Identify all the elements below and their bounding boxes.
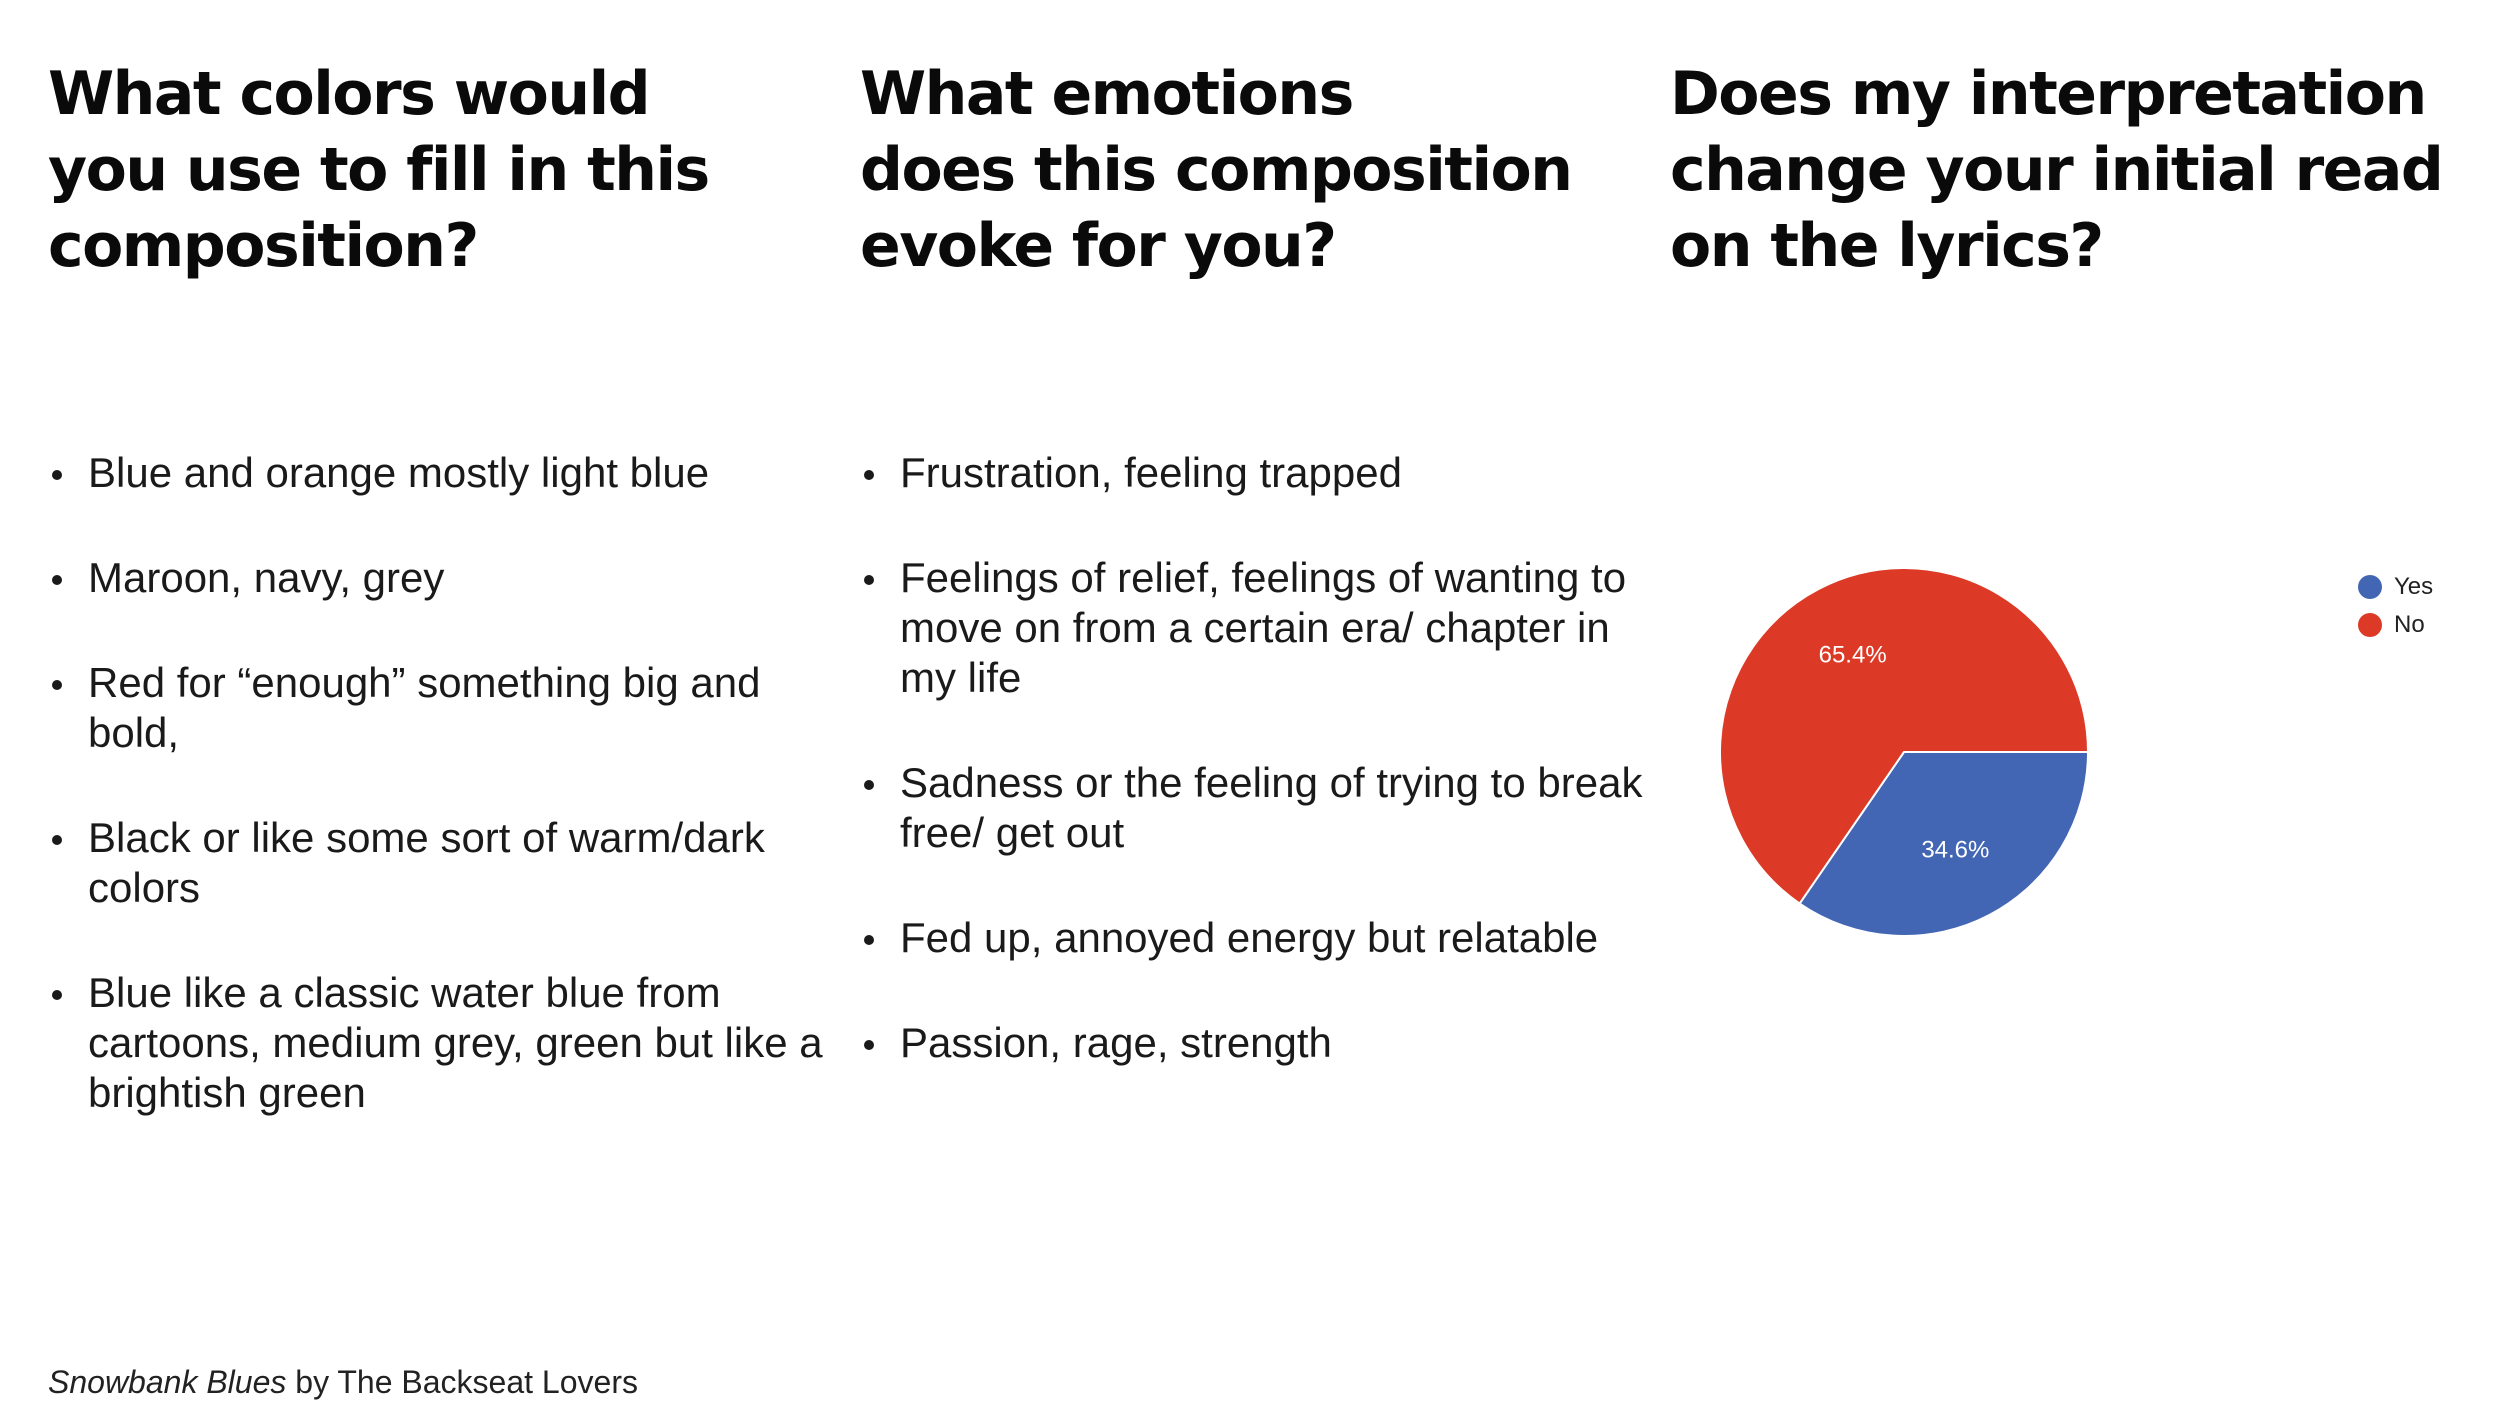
list-item-text: Blue and orange mostly light blue	[88, 449, 710, 496]
list-item-text: Frustration, feeling trapped	[900, 449, 1402, 496]
list-item-text: Blue like a classic water blue from cart…	[88, 969, 823, 1116]
list-item: Feelings of relief, feelings of wanting …	[860, 553, 1650, 703]
list-item-text: Feelings of relief, feelings of wanting …	[900, 554, 1627, 701]
bullet-dot-icon	[864, 470, 874, 480]
bullet-dot-icon	[52, 575, 62, 585]
colors-bullet-list: Blue and orange mostly light blue Maroon…	[48, 448, 838, 1173]
list-item: Maroon, navy, grey	[48, 553, 838, 603]
bullet-dot-icon	[864, 780, 874, 790]
bullet-dot-icon	[52, 680, 62, 690]
list-item: Blue like a classic water blue from cart…	[48, 968, 838, 1118]
pie-slice-yes	[1798, 751, 2090, 937]
column-colors: What colors would you use to fill in thi…	[48, 0, 848, 1300]
list-item-text: Fed up, annoyed energy but relatable	[900, 914, 1599, 961]
list-item-text: Passion, rage, strength	[900, 1019, 1332, 1066]
legend-item-yes: Yes	[2358, 568, 2433, 606]
bullet-dot-icon	[864, 935, 874, 945]
pie-data-label-no: 65.4%	[1819, 641, 1887, 668]
list-item: Passion, rage, strength	[860, 1018, 1650, 1068]
legend-label: No	[2394, 611, 2425, 638]
bullet-dot-icon	[52, 990, 62, 1000]
legend-item-no: No	[2358, 606, 2433, 644]
list-item-text: Sadness or the feeling of trying to brea…	[900, 759, 1643, 856]
column-interpretation: Does my interpretation change your initi…	[1670, 0, 2460, 1300]
list-item: Fed up, annoyed energy but relatable	[860, 913, 1650, 963]
pie-slice-no	[1719, 567, 2090, 905]
column-emotions: What emotions does this composition evok…	[860, 0, 1660, 1300]
legend-swatch-icon	[2358, 613, 2382, 637]
colors-heading: What colors would you use to fill in thi…	[48, 59, 710, 281]
bullet-dot-icon	[864, 575, 874, 585]
list-item-text: Red for “enough” something big and bold,	[88, 659, 761, 756]
list-item: Frustration, feeling trapped	[860, 448, 1650, 498]
list-item-text: Maroon, navy, grey	[88, 554, 445, 601]
bullet-dot-icon	[52, 470, 62, 480]
pie-chart-svg: 34.6% 65.4%	[1719, 567, 2090, 937]
bullet-dot-icon	[52, 835, 62, 845]
list-item-text: Black or like some sort of warm/dark col…	[88, 814, 765, 911]
pie-data-label-yes: 34.6%	[1921, 837, 1989, 864]
song-artist: by The Backseat Lovers	[286, 1364, 638, 1400]
list-item: Black or like some sort of warm/dark col…	[48, 813, 838, 913]
interpretation-heading: Does my interpretation change your initi…	[1670, 59, 2444, 281]
bullet-dot-icon	[864, 1040, 874, 1050]
list-item: Red for “enough” something big and bold,	[48, 658, 838, 758]
chart-legend: Yes No	[2358, 568, 2433, 644]
list-item: Blue and orange mostly light blue	[48, 448, 838, 498]
song-caption: Snowbank Blues by The Backseat Lovers	[48, 1364, 638, 1400]
emotions-heading: What emotions does this composition evok…	[860, 59, 1573, 281]
legend-label: Yes	[2394, 573, 2434, 600]
pie-chart: 34.6% 65.4% Yes No	[1670, 520, 2470, 1020]
emotions-bullet-list: Frustration, feeling trapped Feelings of…	[860, 448, 1650, 1123]
song-title: Snowbank Blues	[48, 1364, 287, 1400]
legend-swatch-icon	[2358, 575, 2382, 599]
list-item: Sadness or the feeling of trying to brea…	[860, 758, 1650, 858]
